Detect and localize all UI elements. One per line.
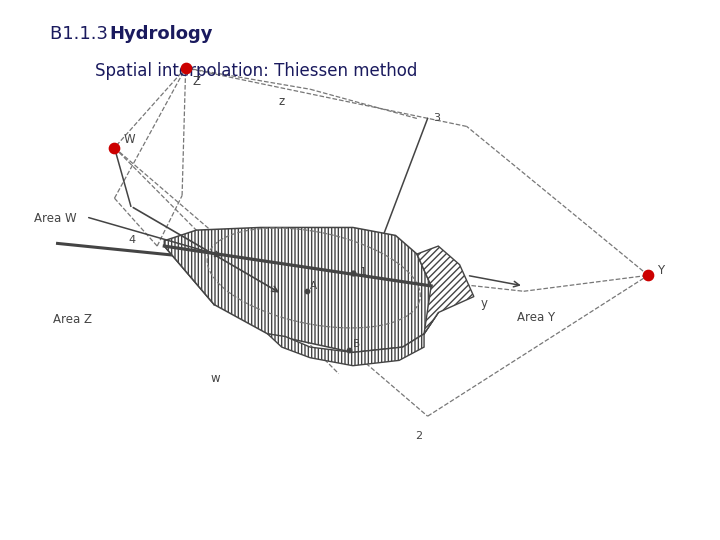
Point	[180, 64, 192, 72]
Text: 3: 3	[433, 113, 441, 123]
Text: Hydrology: Hydrology	[109, 25, 213, 43]
Polygon shape	[164, 227, 438, 353]
Text: 1: 1	[360, 267, 367, 278]
Text: w: w	[210, 372, 220, 384]
Point	[343, 346, 355, 354]
Text: z: z	[278, 95, 284, 108]
Text: Area W: Area W	[34, 212, 77, 225]
Point	[347, 268, 359, 277]
Text: W: W	[124, 133, 135, 146]
Polygon shape	[268, 334, 424, 366]
Text: Spatial interpolation: Thiessen method: Spatial interpolation: Thiessen method	[95, 62, 418, 79]
Point	[109, 144, 120, 152]
Text: Area Z: Area Z	[53, 313, 91, 326]
Text: 2: 2	[415, 430, 423, 441]
Text: B1.1.3: B1.1.3	[50, 25, 114, 43]
Point	[642, 271, 654, 280]
Point	[301, 287, 312, 295]
Text: Area Y: Area Y	[516, 310, 554, 323]
Text: y: y	[481, 297, 488, 310]
Text: A: A	[310, 281, 317, 291]
Polygon shape	[417, 246, 474, 334]
Text: 4: 4	[129, 235, 136, 245]
Text: Y: Y	[657, 264, 665, 276]
Text: Z: Z	[193, 75, 201, 88]
Text: B: B	[353, 339, 360, 349]
